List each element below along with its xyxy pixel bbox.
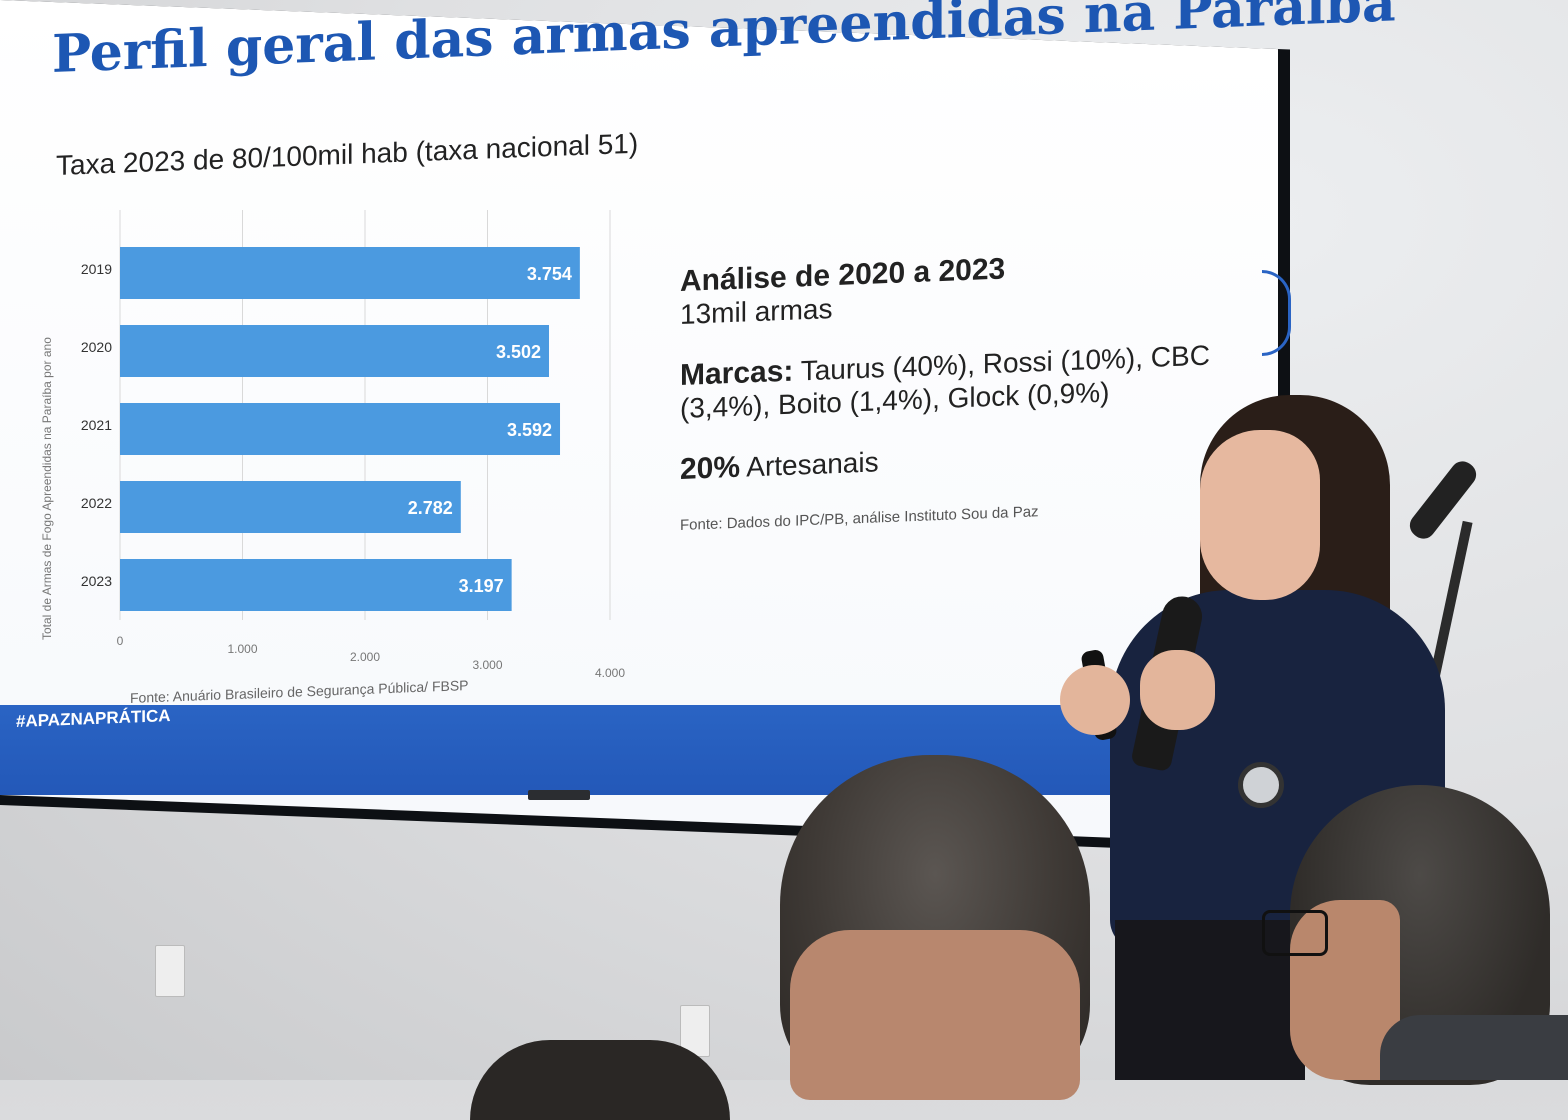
bar — [120, 559, 512, 611]
presenter-face — [1200, 430, 1320, 600]
eyeglasses — [1262, 910, 1328, 956]
brands-label: Marcas: — [680, 354, 794, 392]
y-axis-label: Total de Armas de Fogo Apreendidas na Pa… — [40, 337, 54, 640]
audience-head — [470, 1040, 730, 1120]
category-label: 2019 — [81, 261, 112, 277]
x-tick-label: 1.000 — [227, 642, 257, 656]
audience-shoulder — [1380, 1015, 1568, 1080]
presenter-legs — [1115, 920, 1305, 1080]
category-label: 2021 — [81, 417, 112, 433]
presenter-hand — [1060, 665, 1130, 735]
category-label: 2020 — [81, 339, 112, 355]
category-label: 2023 — [81, 573, 112, 589]
bar — [120, 403, 561, 455]
x-tick-label: 4.000 — [595, 666, 625, 680]
x-tick-label: 0 — [117, 634, 124, 648]
tv-brand-logo — [528, 790, 590, 800]
data-label: 3.592 — [507, 420, 552, 440]
analysis-panel: Análise de 2020 a 2023 13mil armas Marca… — [680, 243, 1240, 534]
data-label: 2.782 — [408, 498, 453, 518]
artisan-pct: 20% — [680, 450, 741, 486]
bar — [120, 325, 549, 377]
bar-chart: 0 1.000 2.000 3.000 4.000 2019 3.754 2020 3.502 2… — [81, 210, 625, 680]
category-label: 2022 — [81, 495, 112, 511]
artisan-label: Artesanais — [746, 446, 879, 483]
x-tick-label: 2.000 — [350, 650, 380, 664]
data-label: 3.197 — [459, 576, 504, 596]
bar — [120, 481, 461, 533]
presenter-hand — [1140, 650, 1215, 730]
bar — [120, 247, 580, 299]
data-label: 3.754 — [527, 264, 572, 284]
x-tick-label: 3.000 — [472, 658, 502, 672]
wristwatch — [1238, 762, 1284, 808]
data-label: 3.502 — [496, 342, 541, 362]
audience-neck — [790, 930, 1080, 1100]
wall-outlet — [155, 945, 185, 997]
